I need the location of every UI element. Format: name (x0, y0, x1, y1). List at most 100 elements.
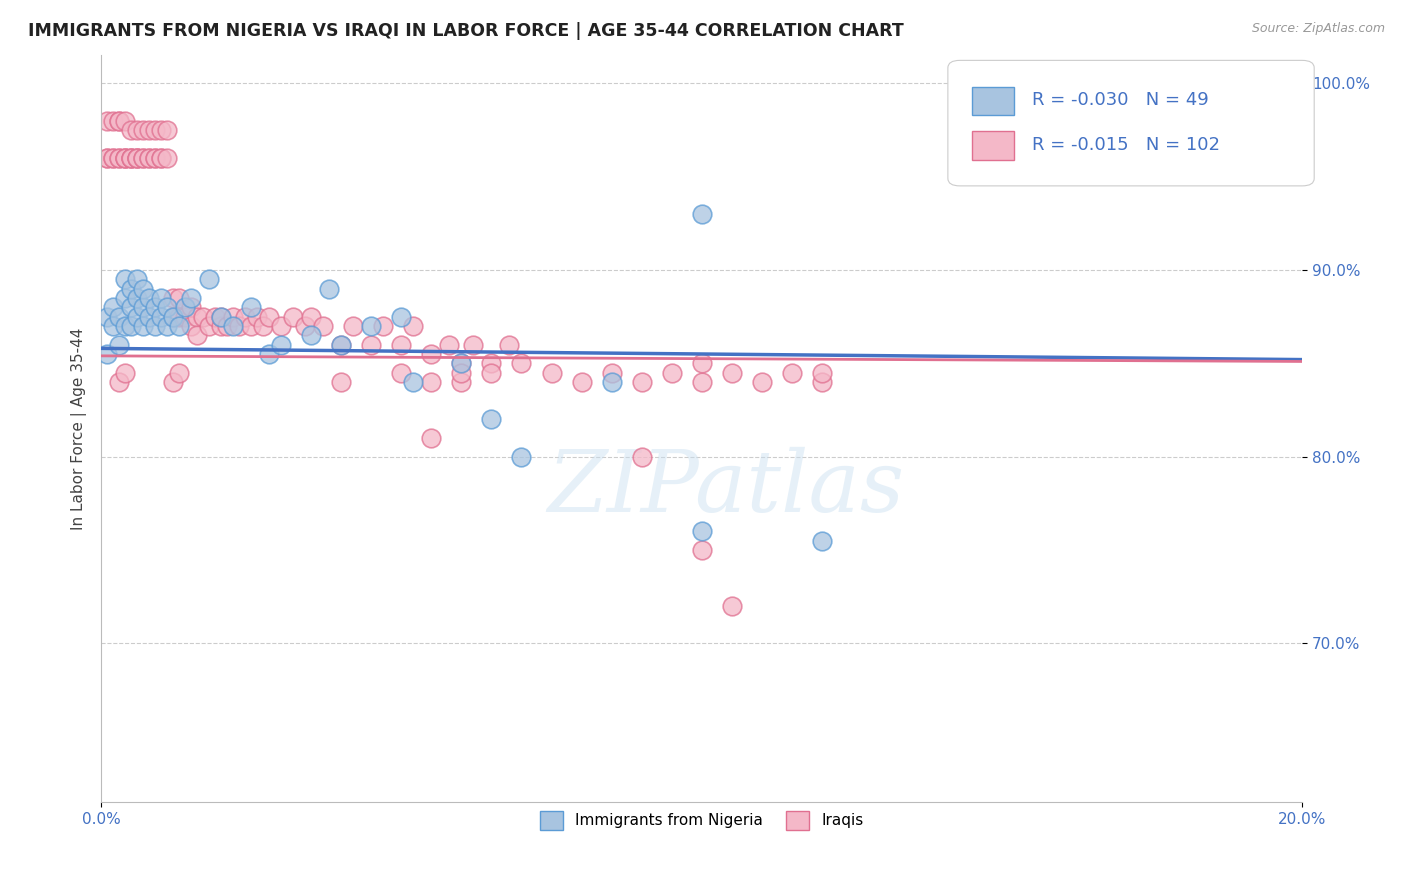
Iraqis (127, 123, 149, 137)
Iraqis (463, 337, 485, 351)
Immigrants from Nigeria (143, 300, 166, 314)
Immigrants from Nigeria (690, 207, 713, 221)
Iraqis (810, 375, 832, 389)
Immigrants from Nigeria (162, 310, 184, 324)
Iraqis (186, 328, 208, 343)
Iraqis (180, 300, 202, 314)
FancyBboxPatch shape (972, 131, 1014, 160)
Iraqis (143, 151, 166, 165)
Immigrants from Nigeria (120, 300, 142, 314)
Immigrants from Nigeria (270, 337, 292, 351)
Text: R = -0.030   N = 49: R = -0.030 N = 49 (1032, 91, 1209, 109)
Iraqis (630, 450, 652, 464)
Iraqis (751, 375, 773, 389)
Iraqis (498, 337, 520, 351)
Iraqis (162, 310, 184, 324)
FancyBboxPatch shape (972, 87, 1014, 115)
Iraqis (209, 318, 232, 333)
Iraqis (114, 366, 136, 380)
Iraqis (138, 151, 160, 165)
Iraqis (167, 366, 190, 380)
Immigrants from Nigeria (318, 282, 340, 296)
Immigrants from Nigeria (209, 310, 232, 324)
Iraqis (233, 310, 256, 324)
Iraqis (690, 543, 713, 558)
Immigrants from Nigeria (156, 318, 179, 333)
Iraqis (101, 151, 124, 165)
Iraqis (108, 113, 131, 128)
Iraqis (150, 151, 173, 165)
Iraqis (101, 151, 124, 165)
Iraqis (156, 123, 179, 137)
Immigrants from Nigeria (96, 347, 118, 361)
Iraqis (120, 151, 142, 165)
Iraqis (96, 151, 118, 165)
Immigrants from Nigeria (150, 310, 173, 324)
Iraqis (174, 310, 197, 324)
Iraqis (690, 375, 713, 389)
Iraqis (252, 318, 274, 333)
Text: IMMIGRANTS FROM NIGERIA VS IRAQI IN LABOR FORCE | AGE 35-44 CORRELATION CHART: IMMIGRANTS FROM NIGERIA VS IRAQI IN LABO… (28, 22, 904, 40)
Iraqis (108, 113, 131, 128)
Immigrants from Nigeria (810, 533, 832, 548)
Immigrants from Nigeria (114, 291, 136, 305)
Immigrants from Nigeria (450, 356, 472, 370)
Iraqis (420, 375, 443, 389)
Iraqis (228, 318, 250, 333)
Iraqis (402, 318, 425, 333)
Iraqis (810, 366, 832, 380)
Iraqis (690, 356, 713, 370)
Iraqis (132, 123, 155, 137)
Iraqis (114, 151, 136, 165)
Iraqis (96, 151, 118, 165)
Iraqis (138, 151, 160, 165)
Iraqis (96, 113, 118, 128)
Immigrants from Nigeria (389, 310, 412, 324)
Iraqis (450, 366, 472, 380)
Iraqis (127, 151, 149, 165)
Iraqis (114, 151, 136, 165)
Immigrants from Nigeria (101, 300, 124, 314)
Iraqis (198, 318, 221, 333)
Iraqis (150, 123, 173, 137)
Iraqis (180, 318, 202, 333)
Immigrants from Nigeria (114, 272, 136, 286)
Iraqis (450, 356, 472, 370)
Immigrants from Nigeria (143, 318, 166, 333)
Iraqis (120, 151, 142, 165)
Immigrants from Nigeria (180, 291, 202, 305)
Iraqis (294, 318, 316, 333)
Iraqis (571, 375, 593, 389)
Iraqis (481, 366, 503, 380)
Iraqis (101, 113, 124, 128)
Iraqis (661, 366, 683, 380)
Immigrants from Nigeria (402, 375, 425, 389)
Immigrants from Nigeria (150, 291, 173, 305)
Iraqis (120, 151, 142, 165)
Y-axis label: In Labor Force | Age 35-44: In Labor Force | Age 35-44 (72, 327, 87, 530)
Iraqis (143, 123, 166, 137)
Iraqis (193, 310, 215, 324)
Iraqis (167, 310, 190, 324)
Iraqis (143, 151, 166, 165)
Iraqis (481, 356, 503, 370)
Iraqis (283, 310, 305, 324)
Iraqis (389, 366, 412, 380)
Immigrants from Nigeria (127, 310, 149, 324)
Immigrants from Nigeria (222, 318, 245, 333)
Iraqis (360, 337, 382, 351)
Iraqis (259, 310, 281, 324)
Immigrants from Nigeria (127, 272, 149, 286)
Iraqis (127, 151, 149, 165)
Iraqis (120, 123, 142, 137)
Immigrants from Nigeria (481, 412, 503, 426)
FancyBboxPatch shape (948, 61, 1315, 186)
Iraqis (127, 151, 149, 165)
Iraqis (217, 318, 239, 333)
Immigrants from Nigeria (132, 300, 155, 314)
Immigrants from Nigeria (299, 328, 322, 343)
Iraqis (204, 310, 226, 324)
Iraqis (240, 318, 263, 333)
Iraqis (720, 599, 742, 614)
Iraqis (114, 151, 136, 165)
